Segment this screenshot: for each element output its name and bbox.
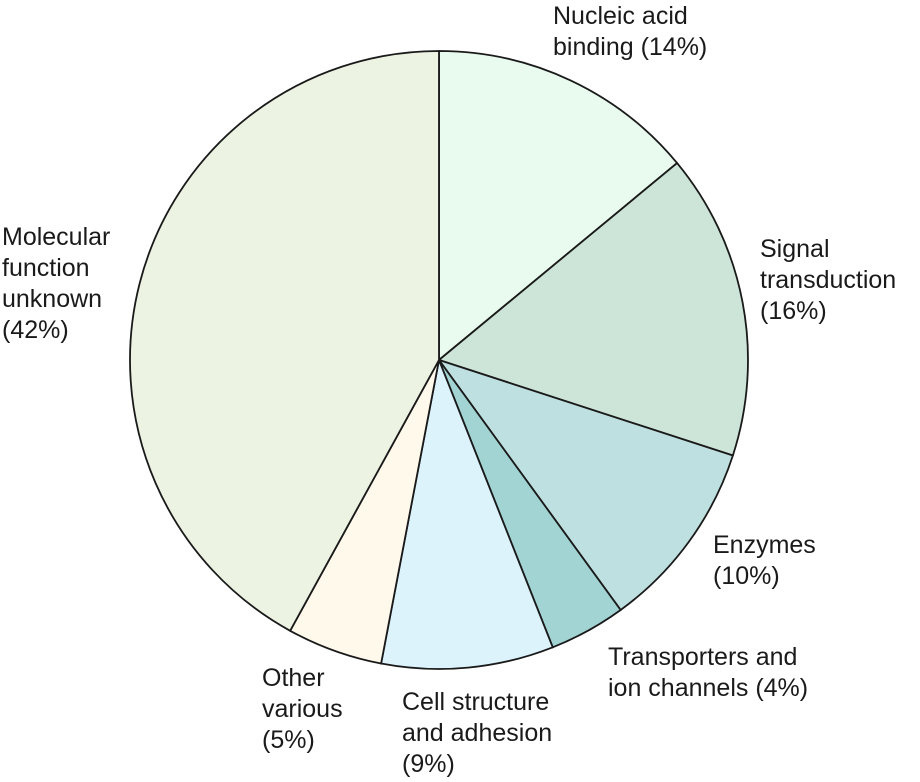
label-enzymes: Enzymes (10%)	[713, 531, 823, 590]
label-transporters-ion-channels: Transporters and ion channels (4%)	[608, 643, 808, 702]
pie-slice-signal-transduction	[437, 161, 749, 457]
label-signal-transduction: Signal transduction (16%)	[760, 235, 903, 325]
label-other-various: Other various (5%)	[262, 664, 350, 754]
pie-labels: Nucleic acid binding (14%) Signal transd…	[2, 2, 903, 778]
pie-slice-nucleic-acid-binding	[438, 50, 679, 362]
pie-slice-cell-structure-and-adhesion	[380, 356, 554, 670]
label-cell-structure-adhesion: Cell structure and adhesion (9%)	[402, 688, 559, 778]
pie-slice-enzymes	[436, 358, 735, 612]
label-nucleic-acid-binding: Nucleic acid binding (14%)	[553, 2, 707, 61]
pie-slices	[129, 50, 749, 670]
label-molecular-function-unknown: Molecular function unknown (42%)	[2, 223, 117, 344]
pie-slice-molecular-function-unknown	[129, 50, 440, 633]
